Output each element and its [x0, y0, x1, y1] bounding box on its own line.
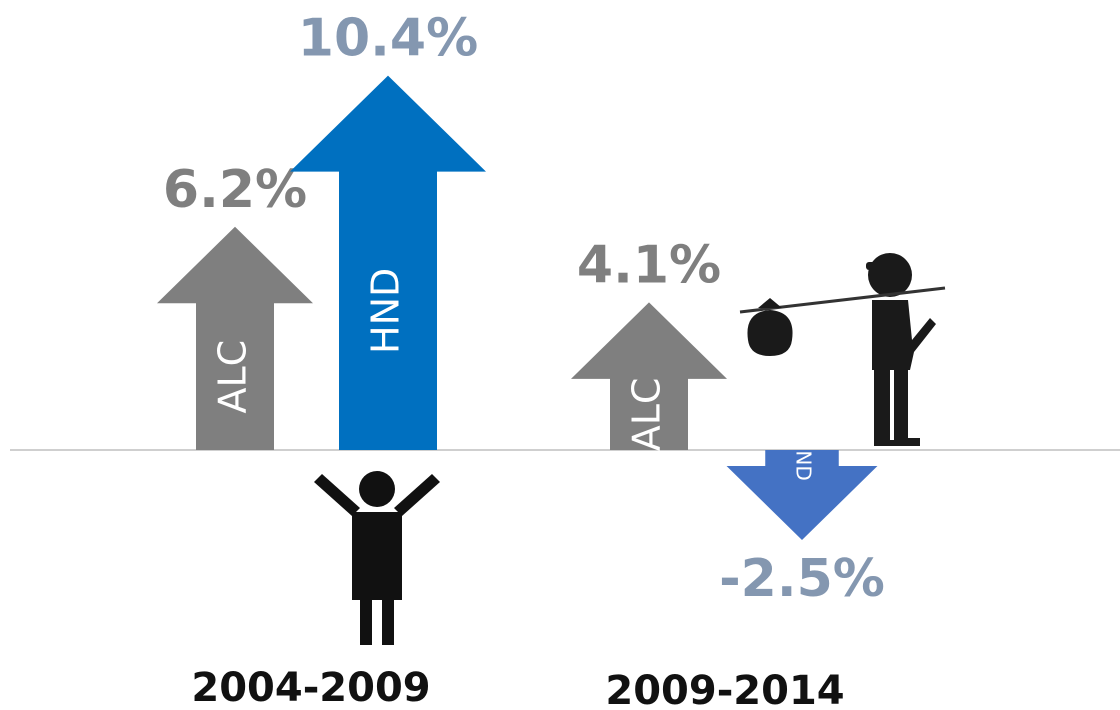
value-label: 6.2%: [163, 160, 307, 220]
category-label: 2004-2009: [191, 665, 430, 710]
category-label: 2009-2014: [605, 668, 844, 710]
series-name-label: ALC: [625, 378, 669, 452]
arrow-bar: [571, 302, 727, 450]
value-label: 10.4%: [298, 9, 478, 69]
series-name-label: HND: [792, 435, 816, 480]
series-name-label: HND: [364, 268, 408, 354]
series-name-label: ALC: [211, 340, 255, 414]
person-cheering-icon: [314, 471, 440, 645]
value-label: 4.1%: [577, 235, 721, 295]
arrow-bar: [157, 226, 313, 450]
arrow-bar: [290, 75, 486, 450]
person-leaving-icon: [739, 253, 946, 446]
arrow-bar: [726, 450, 878, 540]
value-label: -2.5%: [719, 549, 885, 609]
